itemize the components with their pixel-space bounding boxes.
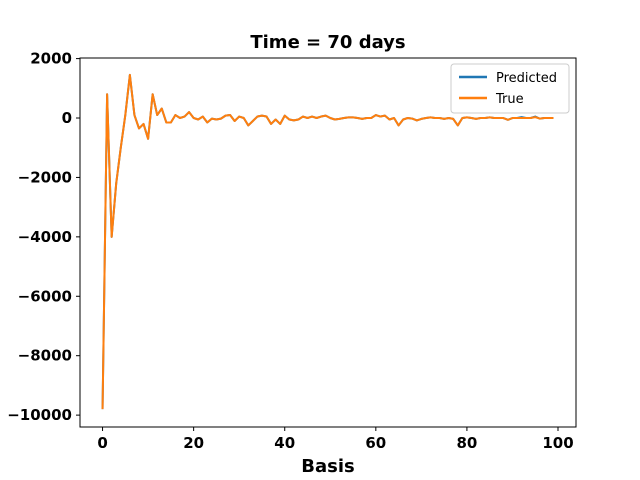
- y-tick-label: −8000: [18, 347, 72, 365]
- x-axis-title: Basis: [301, 456, 354, 477]
- series-line-predicted: [101, 73, 554, 410]
- legend-label-predicted: Predicted: [496, 71, 557, 86]
- chart-title: Time = 70 days: [250, 32, 405, 53]
- x-tick-label: 20: [183, 434, 204, 452]
- x-tick-label: 100: [542, 434, 573, 452]
- ticks-layer: 0 20 40 60 80 100 −10000 −8000 −6000 −4000 −2000 0 2…: [7, 50, 573, 452]
- series-layer: [101, 73, 554, 410]
- x-tick-label: 80: [456, 434, 477, 452]
- x-tick-label: 40: [274, 434, 295, 452]
- legend: Predicted True: [450, 63, 570, 114]
- series-line-true: [101, 73, 554, 410]
- legend-label-true: True: [495, 92, 524, 107]
- x-tick-label: 60: [365, 434, 386, 452]
- y-tick-label: −2000: [18, 168, 72, 186]
- y-tick-label: −4000: [18, 228, 72, 246]
- y-tick-label: 0: [62, 109, 72, 127]
- y-tick-label: 2000: [30, 50, 72, 68]
- y-tick-label: −10000: [7, 406, 72, 424]
- x-tick-label: 0: [97, 434, 107, 452]
- y-tick-label: −6000: [18, 287, 72, 305]
- plot-area-frame: [79, 57, 577, 428]
